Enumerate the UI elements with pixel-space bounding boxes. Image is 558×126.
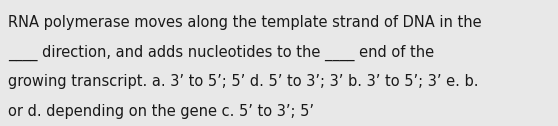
Text: ____ direction, and adds nucleotides to the ____ end of the: ____ direction, and adds nucleotides to … (8, 45, 435, 61)
Text: or d. depending on the gene c. 5’ to 3’; 5’: or d. depending on the gene c. 5’ to 3’;… (8, 104, 314, 119)
Text: growing transcript. a. 3’ to 5’; 5’ d. 5’ to 3’; 3’ b. 3’ to 5’; 3’ e. b.: growing transcript. a. 3’ to 5’; 5’ d. 5… (8, 74, 479, 89)
Text: RNA polymerase moves along the template strand of DNA in the: RNA polymerase moves along the template … (8, 15, 482, 30)
